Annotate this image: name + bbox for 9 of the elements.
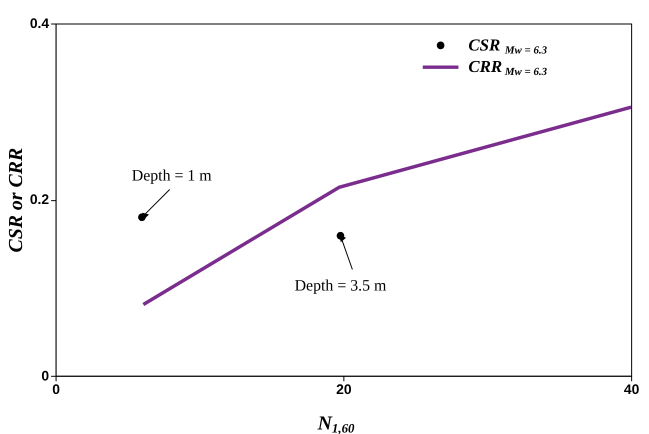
x-tick-label: 40 — [624, 381, 640, 398]
y-tick-label: 0 — [41, 367, 50, 384]
x-tick-label: 20 — [336, 381, 352, 398]
y-axis-title: CSR or CRR — [4, 148, 27, 253]
x-tick-label: 0 — [52, 381, 60, 398]
y-tick-label: 0.4 — [30, 14, 50, 31]
annotation: Depth = 1 m — [132, 168, 212, 185]
annotation: Depth = 3.5 m — [294, 277, 388, 294]
y-tick-label: 0.2 — [30, 191, 50, 208]
